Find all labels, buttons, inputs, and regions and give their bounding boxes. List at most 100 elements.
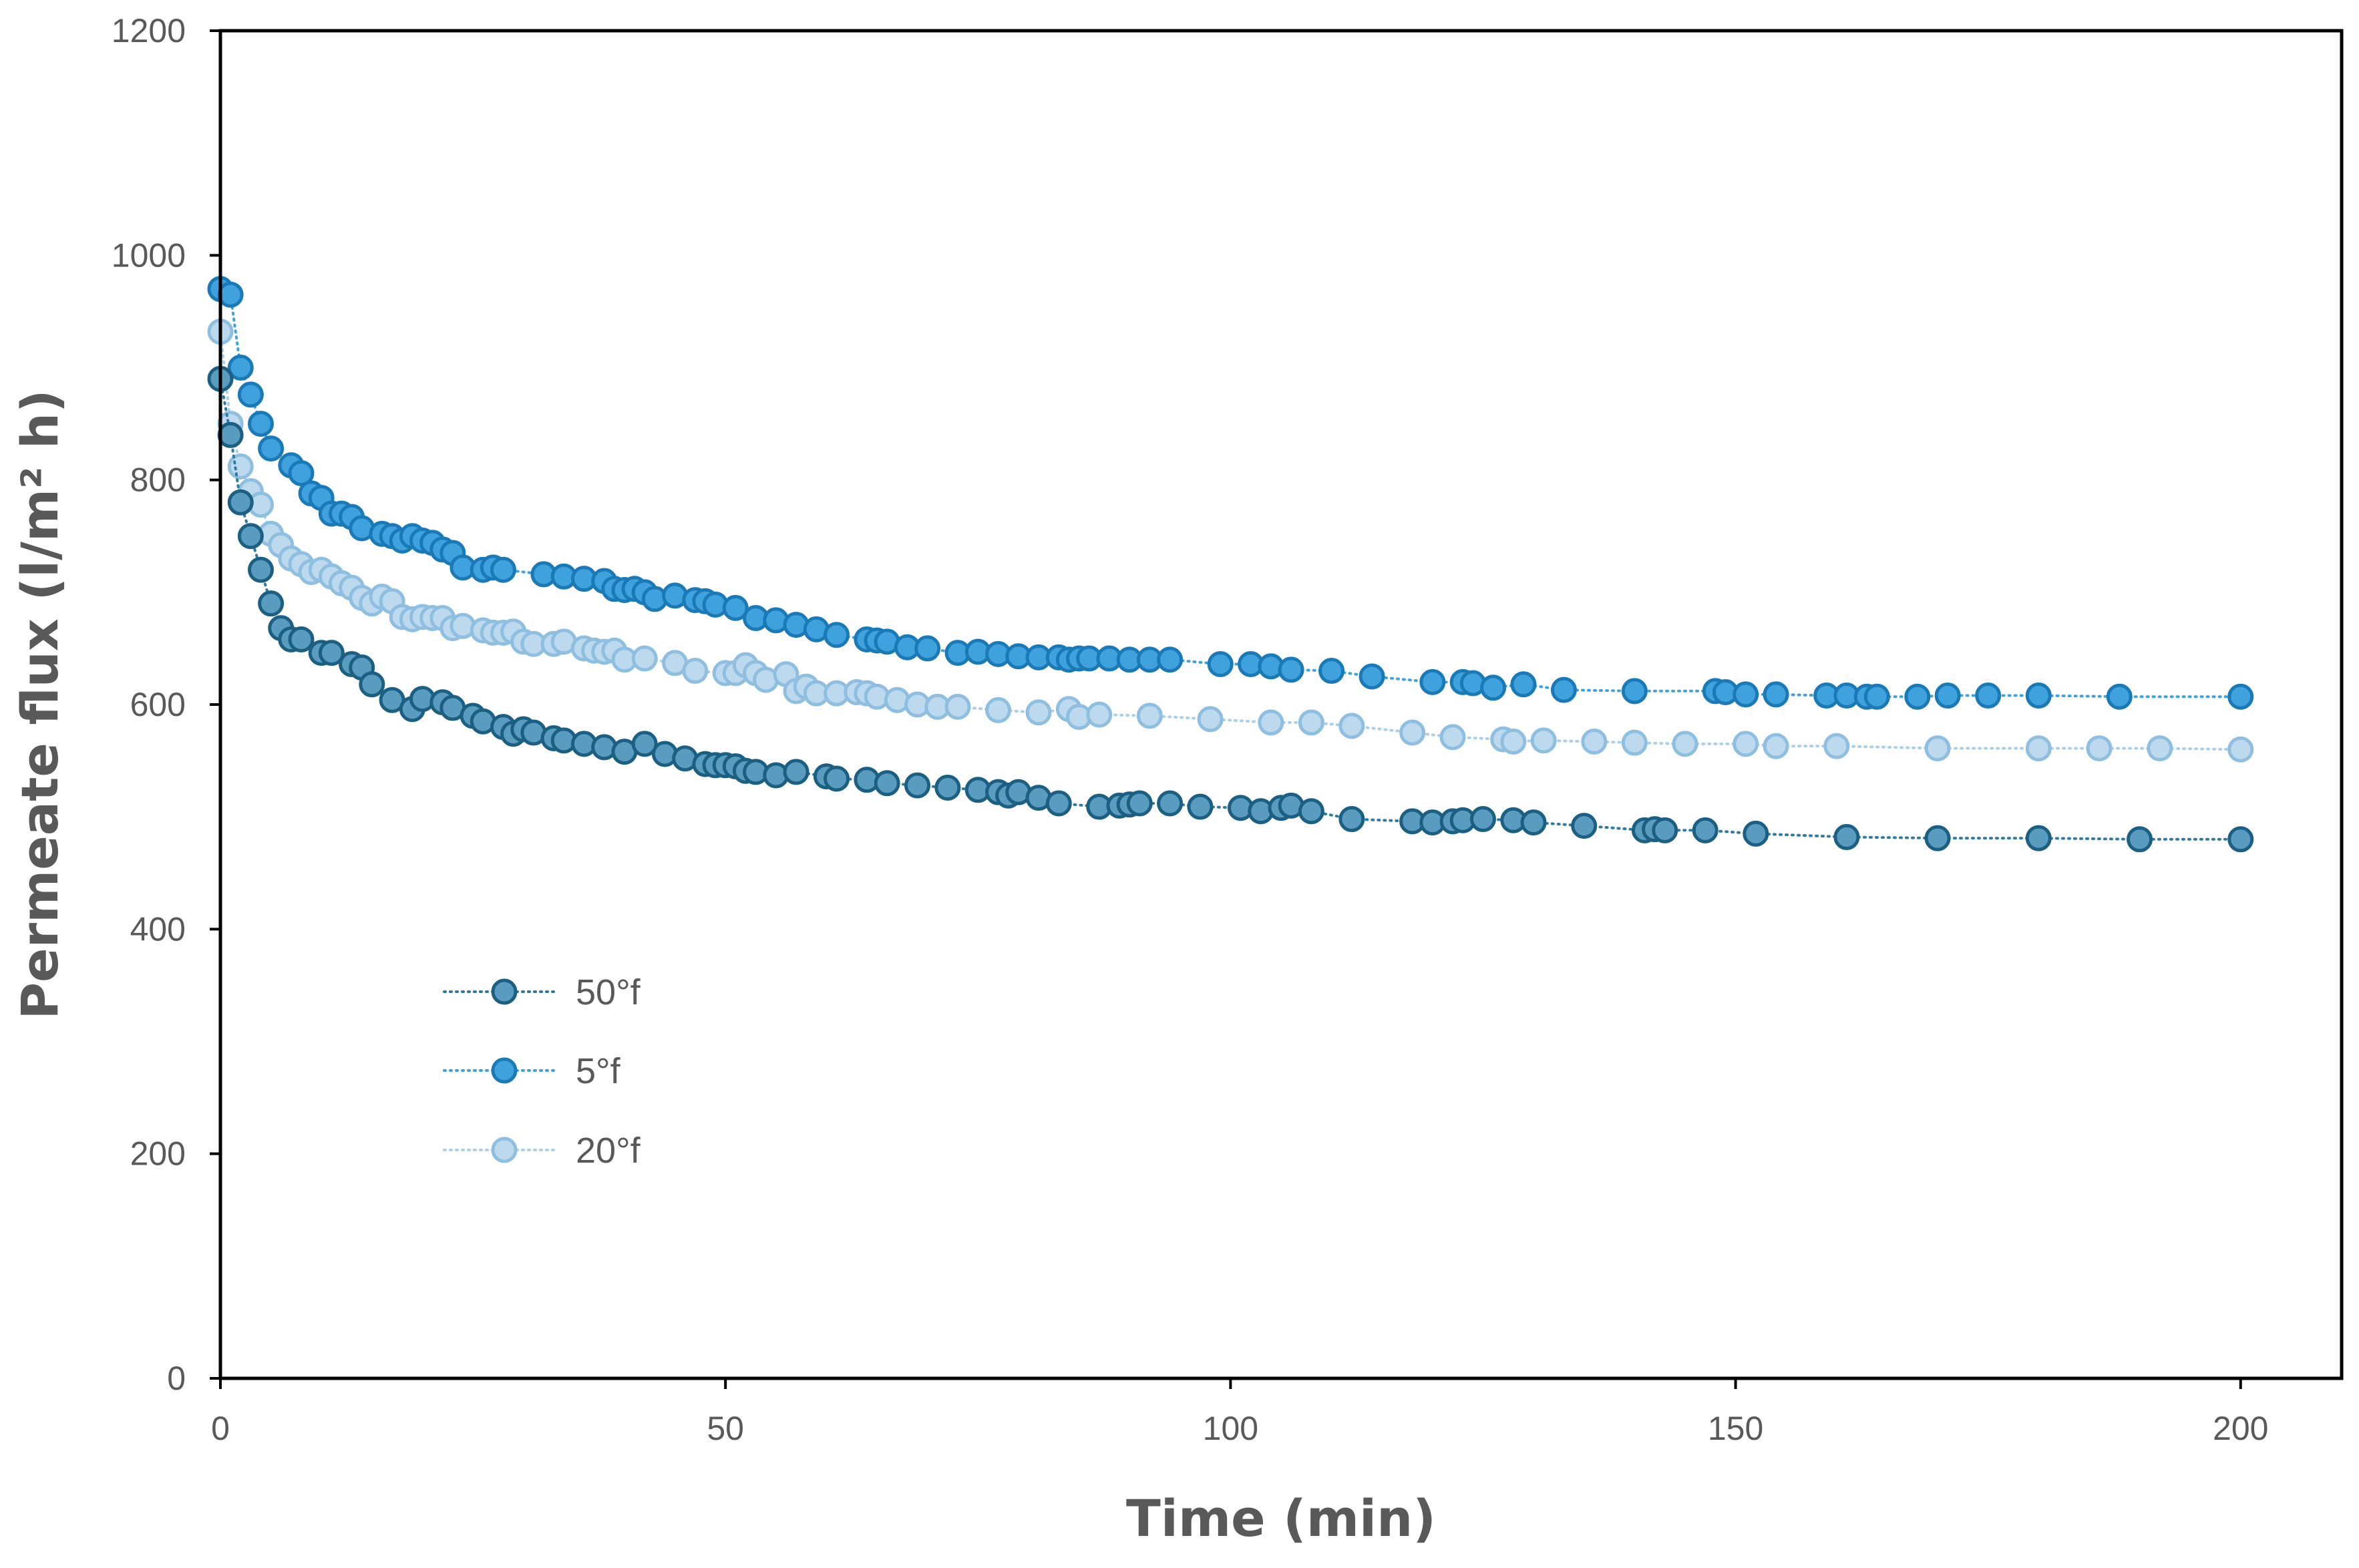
data-point xyxy=(288,460,315,487)
data-point xyxy=(1763,733,1789,759)
data-point xyxy=(904,772,931,799)
data-point xyxy=(944,693,971,720)
data-point xyxy=(985,697,1012,723)
data-point xyxy=(2025,735,2052,762)
data-point xyxy=(1692,817,1718,843)
data-point xyxy=(237,381,264,408)
legend-label: 5°f xyxy=(576,1051,621,1091)
data-point xyxy=(247,556,274,583)
data-point xyxy=(237,523,264,550)
data-point xyxy=(2127,826,2153,853)
y-tick-label: 800 xyxy=(130,461,186,499)
data-point xyxy=(631,645,658,672)
legend: 50°f 5°f 20°f xyxy=(443,972,641,1171)
data-point xyxy=(1733,681,1759,708)
data-point xyxy=(1530,727,1557,754)
data-point xyxy=(1399,719,1426,746)
data-point xyxy=(1581,728,1608,755)
data-point xyxy=(1823,733,1850,759)
data-point xyxy=(1510,671,1537,698)
data-point xyxy=(874,770,900,797)
data-point xyxy=(318,640,345,666)
data-point xyxy=(1934,682,1961,709)
data-point xyxy=(359,671,385,698)
data-point xyxy=(1439,724,1466,751)
data-point xyxy=(1763,681,1789,708)
data-point xyxy=(914,635,941,662)
series-20°f xyxy=(207,319,2254,763)
legend-item: 5°f xyxy=(443,1051,621,1091)
y-tick-label: 200 xyxy=(130,1135,186,1173)
data-point xyxy=(824,765,850,792)
data-point xyxy=(1045,790,1072,817)
data-point xyxy=(2106,683,2133,710)
data-point xyxy=(1358,663,1385,690)
data-point xyxy=(1975,682,2002,709)
y-tick-label: 0 xyxy=(167,1360,186,1397)
x-tick-label: 50 xyxy=(707,1410,744,1447)
legend-label: 50°f xyxy=(576,972,641,1012)
data-point xyxy=(722,594,749,621)
data-point xyxy=(1338,713,1365,739)
data-point xyxy=(2227,826,2254,853)
data-point xyxy=(1157,790,1184,817)
data-point xyxy=(1278,656,1304,683)
data-point xyxy=(1207,650,1234,677)
data-point xyxy=(1157,646,1184,673)
legend-marker xyxy=(491,1057,518,1084)
data-point xyxy=(1924,735,1951,762)
data-point xyxy=(2227,736,2254,763)
data-point xyxy=(258,590,285,617)
data-point xyxy=(1086,701,1113,728)
data-point xyxy=(1298,798,1324,825)
data-point xyxy=(288,626,315,652)
data-point xyxy=(2147,735,2173,762)
x-tick-label: 100 xyxy=(1203,1410,1258,1447)
y-tick-label: 600 xyxy=(130,686,186,723)
data-point xyxy=(934,774,961,801)
x-axis-title: Time (min) xyxy=(1126,1489,1436,1548)
data-point xyxy=(1500,728,1527,755)
data-point xyxy=(1672,731,1698,757)
data-point xyxy=(1520,809,1547,836)
data-point xyxy=(1480,674,1507,701)
data-point xyxy=(1419,668,1446,695)
data-point xyxy=(631,731,658,757)
legend-label: 20°f xyxy=(576,1131,641,1171)
x-tick-label: 200 xyxy=(2213,1410,2268,1447)
data-point xyxy=(1338,806,1365,833)
data-point xyxy=(258,435,285,462)
data-point xyxy=(1469,806,1496,833)
data-point xyxy=(1621,678,1648,705)
x-tick-label: 0 xyxy=(211,1410,230,1447)
data-point xyxy=(1136,703,1163,729)
data-point xyxy=(1187,793,1214,820)
legend-item: 50°f xyxy=(443,972,641,1012)
data-point xyxy=(1904,683,1931,710)
data-point xyxy=(217,281,244,308)
data-point xyxy=(783,759,809,785)
legend-marker xyxy=(491,978,518,1005)
data-point xyxy=(1571,813,1598,839)
data-point xyxy=(227,489,254,516)
data-point xyxy=(1318,658,1345,684)
y-axis-title: Permeate flux (l/m² h) xyxy=(10,389,69,1019)
data-point xyxy=(2086,735,2113,762)
y-axis: 0 200 400 600 800 1000 1200 xyxy=(112,12,220,1397)
data-point xyxy=(2227,683,2254,710)
data-point xyxy=(2025,825,2052,851)
data-point xyxy=(824,622,850,648)
data-point xyxy=(490,556,516,583)
legend-item: 20°f xyxy=(443,1131,641,1171)
data-point xyxy=(1258,709,1284,736)
data-point xyxy=(1833,823,1860,850)
data-point xyxy=(1924,825,1951,851)
y-tick-label: 400 xyxy=(130,910,186,948)
data-point xyxy=(1743,820,1769,847)
data-point xyxy=(247,411,274,437)
data-point xyxy=(1863,683,1890,710)
data-point xyxy=(227,453,254,479)
series-50°f xyxy=(207,365,2254,853)
